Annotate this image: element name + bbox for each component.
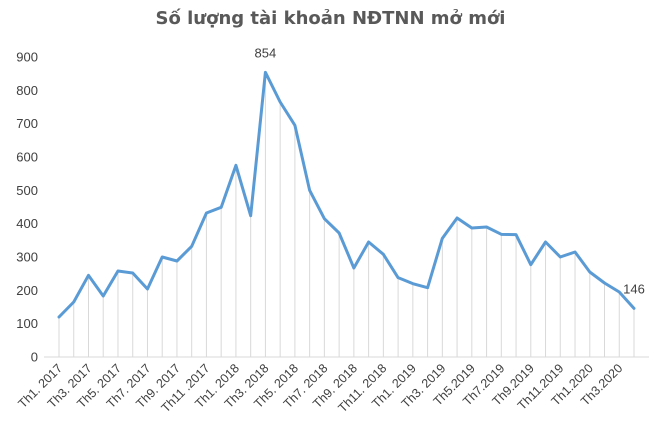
- y-tick-label: 0: [31, 350, 38, 365]
- chart-title: Số lượng tài khoản NĐTNN mở mới: [155, 8, 506, 29]
- data-label: 146: [623, 281, 645, 296]
- y-tick-label: 100: [16, 316, 38, 331]
- series-line: [57, 70, 636, 319]
- y-tick-label: 400: [16, 216, 38, 231]
- data-label: 854: [255, 45, 277, 60]
- y-tick-label: 500: [16, 183, 38, 198]
- y-tick-label: 200: [16, 283, 38, 298]
- y-tick-label: 800: [16, 83, 38, 98]
- y-tick-label: 600: [16, 150, 38, 165]
- y-tick-label: 700: [16, 116, 38, 131]
- y-tick-label: 900: [16, 50, 38, 65]
- y-tick-label: 300: [16, 250, 38, 265]
